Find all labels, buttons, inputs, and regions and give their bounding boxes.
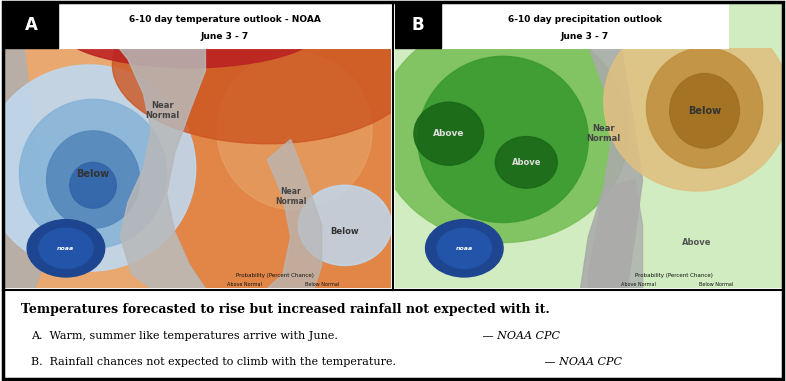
Circle shape [425,220,503,277]
Text: Near
Normal: Near Normal [145,101,180,120]
Ellipse shape [495,136,557,188]
Ellipse shape [112,0,422,144]
Polygon shape [267,139,321,288]
Text: Below: Below [688,106,721,116]
Text: Near
Normal: Near Normal [275,187,307,207]
Text: Above: Above [167,35,198,44]
Text: Above Normal: Above Normal [226,282,262,287]
Text: B.  Rainfall chances not expected to climb with the temperature.: B. Rainfall chances not expected to clim… [31,357,396,367]
Ellipse shape [377,19,629,243]
Ellipse shape [670,74,740,148]
Text: noaa: noaa [57,246,75,251]
Bar [395,2,441,48]
Text: June 3 - 7: June 3 - 7 [200,32,249,41]
Text: Near
Normal: Near Normal [720,15,751,35]
Text: — NOAA CPC: — NOAA CPC [479,331,560,341]
Text: A: A [24,16,38,34]
Text: Below: Below [76,169,109,179]
Text: Probability (Percent Chance): Probability (Percent Chance) [634,273,712,278]
Ellipse shape [46,131,140,228]
Ellipse shape [418,56,588,223]
Polygon shape [167,2,391,288]
Polygon shape [74,2,205,288]
Polygon shape [573,2,643,288]
Text: Above: Above [512,158,541,167]
Text: B: B [412,16,424,34]
Ellipse shape [0,65,196,271]
Ellipse shape [20,99,167,248]
Text: Above: Above [682,238,711,247]
Circle shape [437,228,491,268]
Text: Below Normal: Below Normal [304,282,339,287]
Circle shape [28,220,105,277]
Bar [712,2,782,48]
Text: Probability (Percent Chance): Probability (Percent Chance) [237,273,314,278]
Ellipse shape [604,13,786,191]
Ellipse shape [650,214,758,271]
Polygon shape [4,2,50,288]
Text: Above: Above [433,129,465,138]
Polygon shape [588,179,643,288]
Text: 6-10 day precipitation outlook: 6-10 day precipitation outlook [508,14,661,24]
Text: — NOAA CPC: — NOAA CPC [541,357,622,367]
Text: A.  Warm, summer like temperatures arrive with June.: A. Warm, summer like temperatures arrive… [31,331,338,341]
Text: Temperatures forecasted to rise but increased rainfall not expected with it.: Temperatures forecasted to rise but incr… [21,303,549,316]
Text: Below Normal: Below Normal [699,282,733,287]
Text: noaa: noaa [456,246,473,251]
Ellipse shape [414,102,483,165]
Ellipse shape [74,0,229,36]
Ellipse shape [217,52,372,210]
Bar [4,2,58,48]
Text: 6-10 day temperature outlook - NOAA: 6-10 day temperature outlook - NOAA [129,14,321,24]
Text: Above Normal: Above Normal [621,282,656,287]
Text: Below: Below [331,227,359,235]
Ellipse shape [646,48,762,168]
Circle shape [39,228,93,268]
Ellipse shape [299,185,391,266]
Bar [441,2,728,48]
Text: Near
Normal: Near Normal [586,124,621,143]
Ellipse shape [54,0,325,68]
Bar [58,2,391,48]
Ellipse shape [70,162,116,208]
Text: June 3 - 7: June 3 - 7 [560,32,608,41]
